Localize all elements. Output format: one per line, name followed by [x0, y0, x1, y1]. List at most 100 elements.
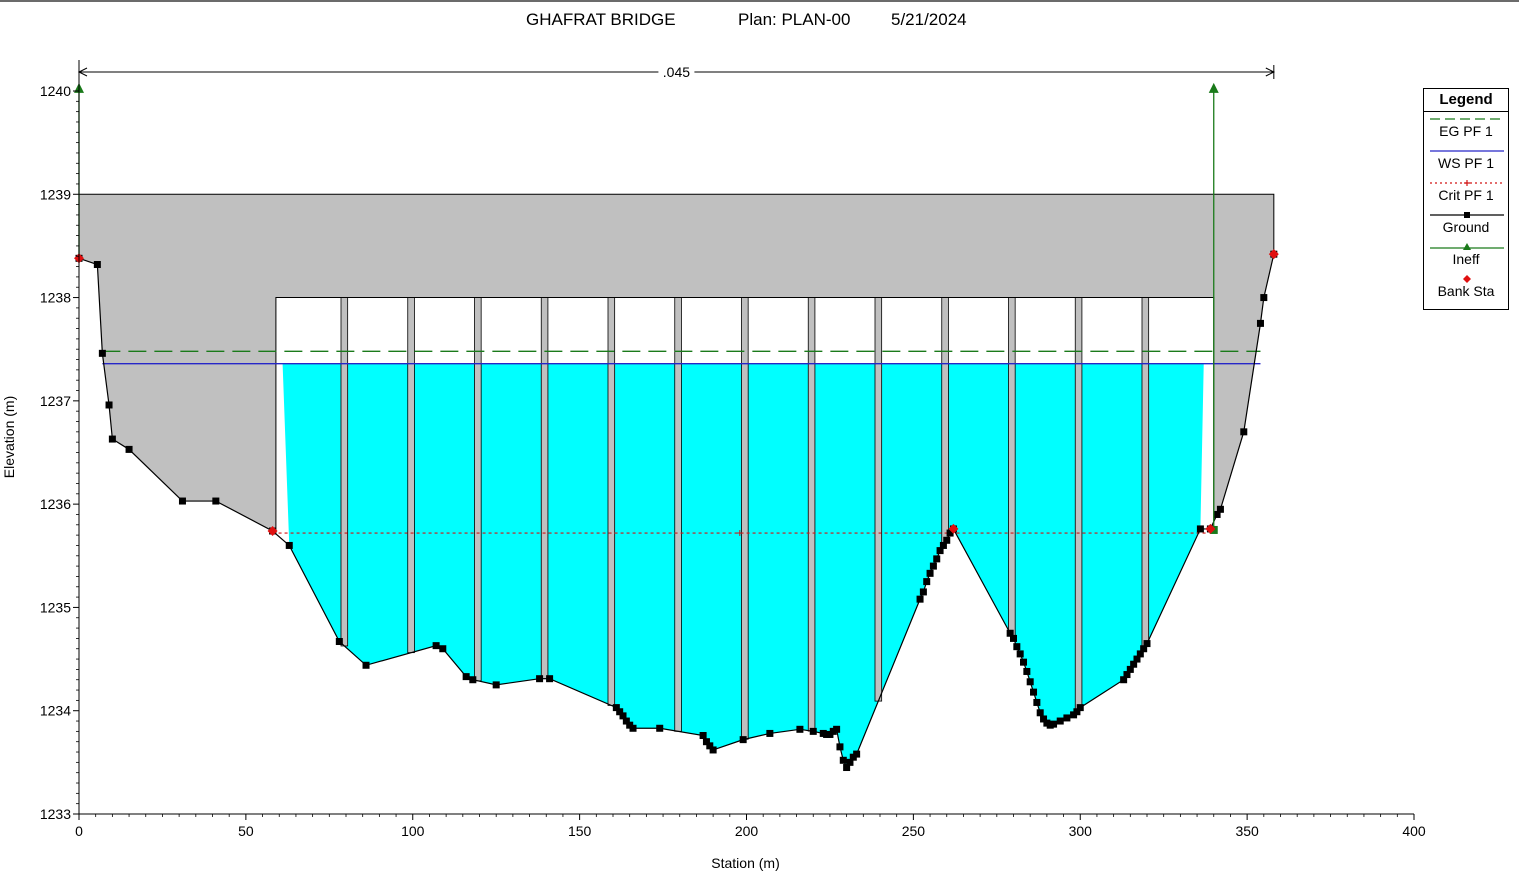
ground-point [843, 764, 851, 772]
ground-point [853, 750, 861, 758]
ground-point [809, 727, 817, 735]
title-bridge-name: GHAFRAT BRIDGE [526, 10, 676, 29]
ground-point [1026, 678, 1034, 686]
bank-station-marker [1205, 523, 1216, 534]
legend-title: Legend [1439, 91, 1493, 108]
ground-point [1136, 650, 1144, 658]
window-top-border [0, 0, 1519, 2]
x-tick-label: 350 [1235, 823, 1259, 839]
ground-point [656, 724, 664, 732]
ground-point [946, 529, 954, 537]
ground-point [125, 445, 133, 453]
ground-point [839, 756, 847, 764]
ground-point [1133, 655, 1141, 663]
manning-n-label-bg [658, 63, 695, 81]
y-tick-label: 1240 [40, 83, 71, 99]
ground-point [929, 562, 937, 570]
bank-station-marker [948, 523, 959, 534]
ground-point [108, 435, 116, 443]
ground-point [1130, 660, 1138, 668]
ground-point [936, 547, 944, 555]
bridge-pier [607, 297, 616, 706]
legend-bank-label: Bank Sta [1437, 283, 1495, 299]
ground-point [919, 588, 927, 596]
legend-entry-crit: Crit PF 1 [1424, 178, 1508, 210]
ground-point [98, 349, 106, 357]
bridge-pier [540, 297, 549, 680]
ground-point [492, 681, 500, 689]
ground-point [766, 729, 774, 737]
bridge-pier [1074, 297, 1083, 711]
ground-point [739, 736, 747, 744]
ground-point [616, 708, 624, 716]
ground-point [629, 724, 637, 732]
manning-n-label: .045 [663, 64, 690, 80]
ground-point [1030, 688, 1038, 696]
ground-point [212, 497, 220, 505]
ground-point [1033, 698, 1041, 706]
legend-ws-label: WS PF 1 [1437, 155, 1494, 171]
bridge-pier [1141, 297, 1150, 647]
bridge-pier [407, 297, 415, 654]
ground-point [362, 661, 370, 669]
legend-bank-swatch [1463, 275, 1471, 283]
ground-point [1076, 704, 1084, 712]
ground-point [943, 536, 951, 544]
x-tick-label: 400 [1402, 823, 1426, 839]
legend-entry-ws: WS PF 1 [1424, 146, 1508, 178]
legend-entry-bank: Bank Sta [1424, 274, 1508, 306]
bridge-pier [874, 297, 883, 702]
title-date: 5/21/2024 [891, 10, 967, 29]
legend-crit-swatch [1430, 180, 1504, 186]
bank-station-marker [267, 525, 278, 536]
legend-entry-eg: EG PF 1 [1424, 114, 1508, 146]
legend: Legend EG PF 1 WS PF 1 Crit PF 1 Ground … [1423, 88, 1509, 310]
ground-point [1013, 643, 1021, 651]
legend-title-divider [1424, 111, 1508, 112]
bank-station-marker [1268, 249, 1279, 260]
ground-point [709, 746, 717, 754]
ground-point [1123, 671, 1131, 679]
ineff-triangle [1208, 82, 1219, 93]
ground-point [1196, 525, 1204, 533]
bridge-pier [474, 297, 482, 682]
y-tick-label: 1236 [40, 496, 71, 512]
manning-n-arrow-right [1265, 67, 1275, 77]
legend-ground-swatch [1430, 212, 1504, 218]
ground-point [796, 725, 804, 733]
ground-point [933, 555, 941, 563]
ground-point [462, 673, 470, 681]
ground-point [1010, 634, 1017, 642]
ground-point [939, 541, 947, 549]
x-axis-label: Station (m) [711, 855, 779, 871]
bridge-pier [941, 297, 949, 544]
chart-title: GHAFRAT BRIDGE Plan: PLAN-00 5/21/2024 [0, 10, 1519, 32]
ground-point [469, 676, 477, 684]
x-tick-label: 0 [75, 823, 83, 839]
y-tick-label: 1233 [40, 806, 71, 822]
legend-entry-ineff: Ineff [1424, 242, 1508, 274]
legend-eg-label: EG PF 1 [1439, 123, 1493, 139]
ground-point [285, 541, 293, 549]
ground-point [1213, 510, 1221, 518]
y-tick-label: 1237 [40, 393, 71, 409]
ground-point [702, 738, 710, 746]
ground-point [1140, 645, 1148, 653]
y-tick-label: 1235 [40, 599, 71, 615]
ground-point [93, 261, 101, 269]
legend-ws-swatch [1430, 150, 1504, 152]
y-tick-label: 1234 [40, 703, 71, 719]
ground-point [178, 497, 186, 505]
ground-point [833, 725, 841, 733]
y-tick-label: 1239 [40, 186, 71, 202]
ground-point [916, 595, 924, 603]
ground-point [105, 401, 113, 409]
ground-point [1216, 505, 1224, 513]
ground-point [1063, 714, 1071, 722]
legend-ineff-label: Ineff [1452, 251, 1480, 267]
y-tick-label: 1238 [40, 290, 71, 306]
bridge-pier [1008, 297, 1016, 637]
x-tick-label: 200 [735, 823, 759, 839]
x-tick-label: 50 [238, 823, 254, 839]
